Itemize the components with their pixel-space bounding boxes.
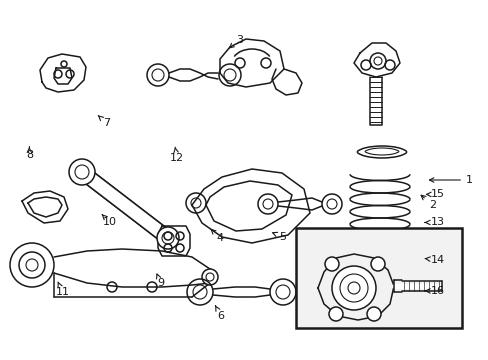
Text: 10: 10: [102, 215, 117, 228]
Text: 9: 9: [156, 274, 163, 288]
Circle shape: [370, 257, 384, 271]
Text: 4: 4: [211, 229, 223, 243]
Circle shape: [69, 159, 95, 185]
Text: 12: 12: [170, 147, 183, 163]
Polygon shape: [78, 166, 172, 244]
Text: 1: 1: [428, 175, 472, 185]
Text: 11: 11: [56, 282, 69, 297]
Circle shape: [366, 307, 380, 321]
FancyBboxPatch shape: [295, 228, 461, 328]
Text: 14: 14: [424, 255, 444, 265]
Text: 5: 5: [272, 232, 285, 242]
Circle shape: [331, 266, 375, 310]
Text: 8: 8: [26, 147, 33, 160]
Text: 16: 16: [424, 286, 444, 296]
Circle shape: [10, 243, 54, 287]
Text: 7: 7: [98, 116, 110, 128]
Circle shape: [328, 307, 342, 321]
Circle shape: [325, 257, 338, 271]
Text: 3: 3: [229, 35, 243, 48]
Text: 13: 13: [424, 217, 444, 228]
Text: 2: 2: [420, 195, 435, 210]
Text: 6: 6: [215, 306, 224, 321]
Circle shape: [157, 227, 179, 249]
Circle shape: [202, 269, 218, 285]
Text: 15: 15: [426, 189, 444, 199]
